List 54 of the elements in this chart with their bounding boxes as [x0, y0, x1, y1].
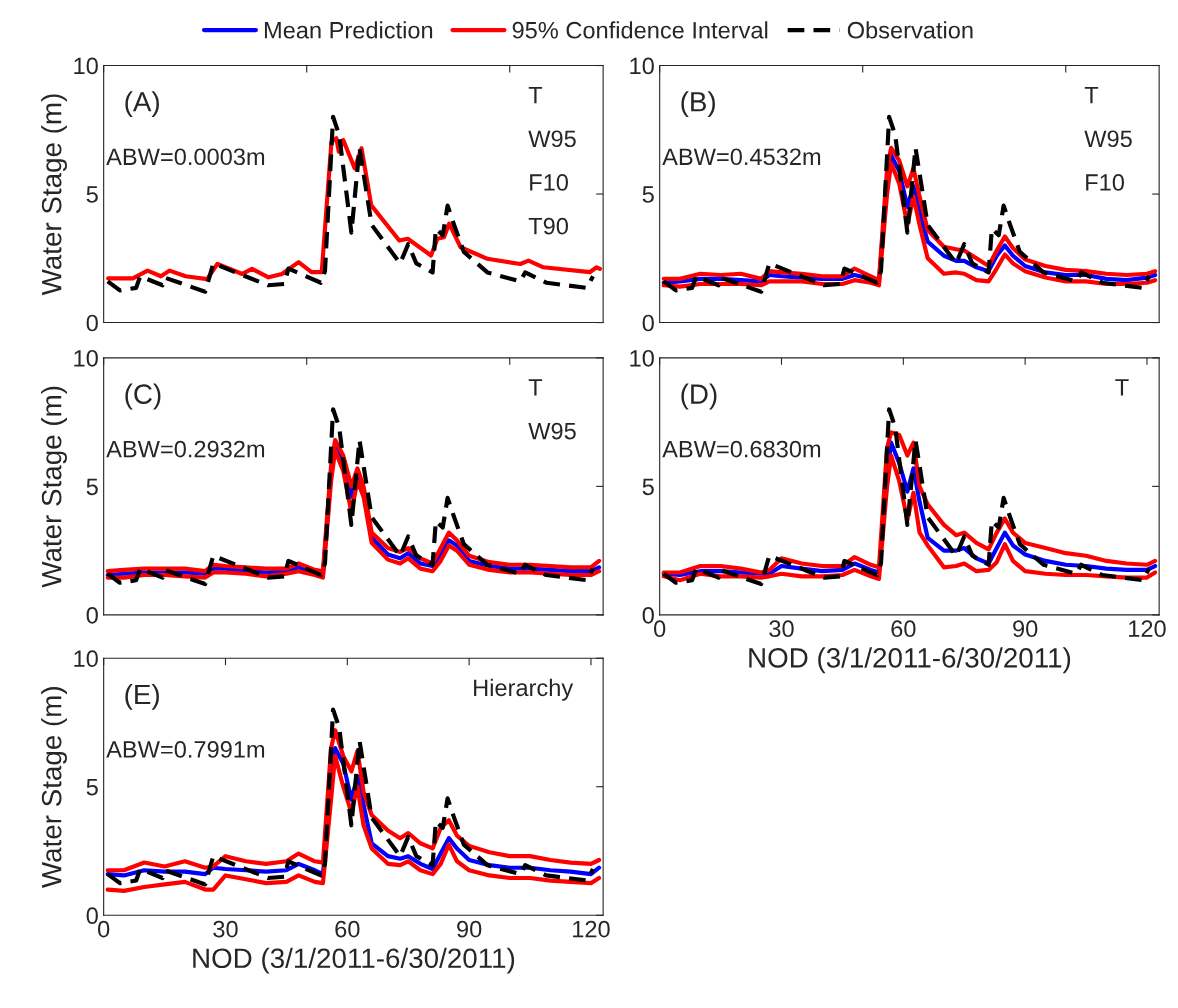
legend-label: 95% Confidence Interval	[512, 21, 768, 39]
legend-label: Observation	[847, 21, 973, 39]
annotation: ABW=0.7991m	[106, 741, 265, 758]
annotation: (A)	[125, 91, 159, 118]
x-axis-title: NOD (3/1/2011-6/30/2011)	[749, 647, 1071, 674]
x-tick-label: 60	[335, 920, 360, 938]
y-tick-label: 5	[642, 186, 654, 203]
annotation: T	[1115, 379, 1129, 396]
y-tick-label: 0	[86, 907, 98, 925]
annotation: ABW=0.4532m	[662, 148, 821, 166]
y-tick-label: 5	[642, 478, 654, 496]
annotation: Hierarchy	[474, 678, 574, 701]
y-tick-label: 10	[630, 57, 654, 75]
y-tick-label: 10	[74, 349, 98, 367]
y-tick-label: 10	[630, 349, 654, 367]
annotation: T	[528, 379, 543, 396]
annotation: T	[528, 86, 543, 104]
annotation: T90	[528, 217, 568, 235]
x-tick-label: 120	[573, 920, 610, 938]
annotation: T	[1084, 86, 1099, 104]
annotation: (C)	[125, 383, 161, 410]
y-tick-label: 10	[74, 57, 98, 75]
annotation: ABW=0.6830m	[662, 440, 821, 458]
annotation: F10	[1086, 174, 1124, 191]
x-tick-label: 0	[654, 620, 666, 638]
annotation: W95	[1084, 130, 1132, 148]
annotation: ABW=0.2932m	[106, 440, 265, 458]
x-axis-title: NOD (3/1/2011-6/30/2011)	[193, 947, 515, 974]
y-tick-label: 10	[74, 650, 98, 668]
annotation: (E)	[125, 683, 159, 710]
y-tick-label: 0	[86, 606, 98, 624]
y-tick-label: 0	[86, 314, 98, 332]
annotation: W95	[528, 422, 576, 440]
y-tick-label: 5	[86, 779, 98, 796]
x-tick-label: 90	[1013, 620, 1038, 638]
x-tick-label: 30	[769, 620, 794, 638]
y-axis-title: Water Stage (m)	[41, 94, 67, 296]
y-axis-title: Water Stage (m)	[41, 687, 67, 888]
y-tick-label: 0	[642, 606, 654, 624]
y-tick-label: 5	[86, 478, 98, 496]
legend-label: Mean Prediction	[264, 21, 433, 39]
y-tick-label: 0	[642, 314, 654, 332]
annotation: (D)	[681, 383, 717, 410]
x-tick-label: 30	[213, 920, 238, 938]
x-tick-label: 90	[457, 920, 482, 938]
annotation: F10	[530, 174, 568, 191]
x-tick-label: 120	[1129, 620, 1166, 638]
x-tick-label: 0	[98, 920, 110, 938]
annotation: ABW=0.0003m	[106, 148, 265, 166]
annotation: (B)	[681, 91, 715, 118]
y-tick-label: 5	[86, 186, 98, 203]
x-tick-label: 60	[891, 620, 916, 638]
annotation: W95	[528, 130, 576, 148]
y-axis-title: Water Stage (m)	[41, 386, 67, 588]
